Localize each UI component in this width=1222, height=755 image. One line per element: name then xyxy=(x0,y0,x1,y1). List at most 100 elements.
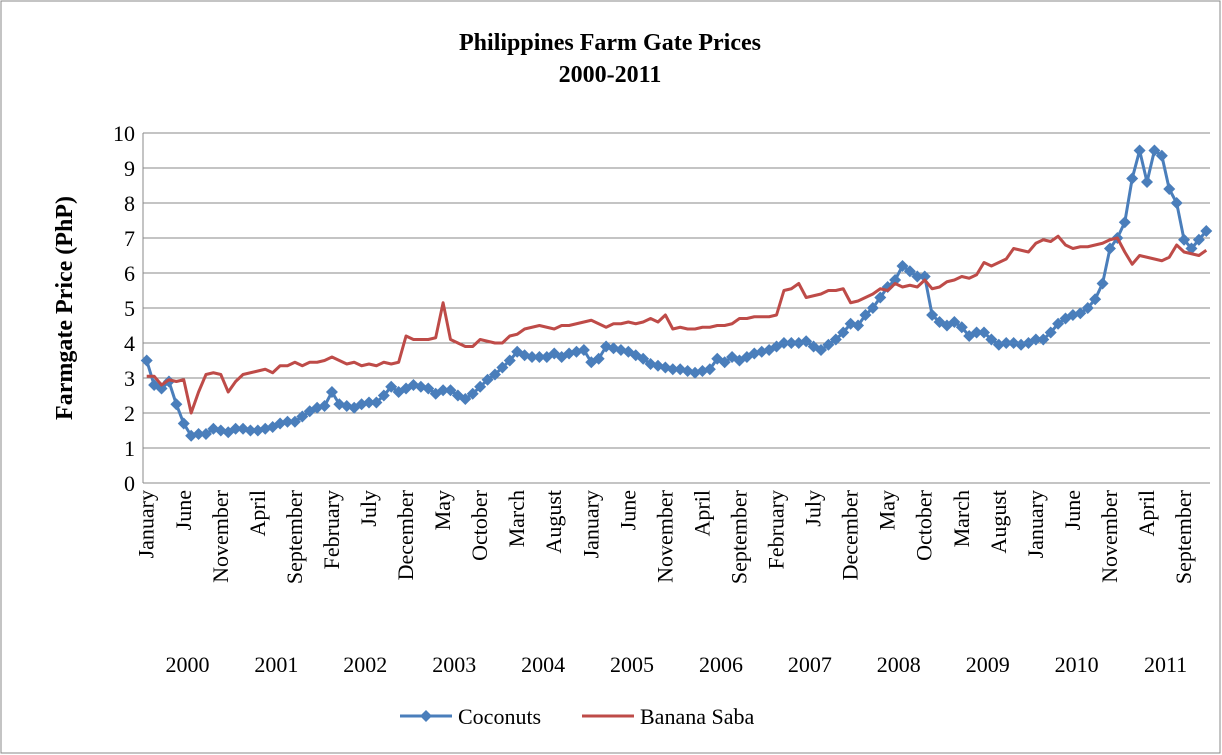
x-tick-label: September xyxy=(282,489,307,584)
point xyxy=(503,354,516,367)
y-axis-label: Farmgate Price (PhP) xyxy=(52,196,78,420)
x-group-label: 2009 xyxy=(966,652,1010,677)
point xyxy=(718,356,731,369)
point xyxy=(318,400,331,412)
point xyxy=(281,415,294,428)
point xyxy=(1089,293,1102,306)
x-tick-label: November xyxy=(1097,489,1122,583)
point xyxy=(1000,337,1013,349)
x-tick-label: October xyxy=(467,489,492,561)
point xyxy=(459,393,472,405)
chart-subtitle: 2000-2011 xyxy=(559,62,662,88)
chart-title: Philippines Farm Gate Prices xyxy=(459,30,761,56)
point xyxy=(777,337,790,349)
point xyxy=(703,363,716,376)
y-tick-label: 3 xyxy=(124,366,135,391)
point xyxy=(296,410,309,423)
x-group-label: 2004 xyxy=(521,652,565,677)
point xyxy=(496,361,509,374)
x-tick-label: January xyxy=(578,490,603,558)
point xyxy=(859,309,872,321)
point xyxy=(488,368,501,381)
point xyxy=(837,326,850,339)
point xyxy=(577,344,590,356)
point xyxy=(829,333,842,346)
x-group-label: 2008 xyxy=(877,652,921,677)
x-tick-label: December xyxy=(393,489,418,580)
x-tick-label: June xyxy=(171,490,196,530)
point xyxy=(1081,302,1094,314)
point xyxy=(229,422,242,435)
x-tick-label: September xyxy=(726,489,751,584)
point xyxy=(1163,183,1176,195)
x-group-label: 2005 xyxy=(610,652,654,677)
point xyxy=(1155,149,1168,162)
x-tick-label: November xyxy=(652,489,677,583)
point xyxy=(1133,144,1146,157)
point xyxy=(288,415,301,428)
point xyxy=(155,382,168,395)
point xyxy=(533,351,546,363)
x-tick-label: March xyxy=(504,490,529,547)
point xyxy=(1170,197,1183,209)
point xyxy=(889,274,902,286)
point xyxy=(918,270,931,283)
point xyxy=(1192,233,1205,246)
point xyxy=(370,396,383,409)
point xyxy=(526,351,539,363)
point xyxy=(1118,216,1131,229)
x-tick-label: April xyxy=(245,490,270,536)
x-tick-label: January xyxy=(1023,490,1048,558)
point xyxy=(1015,338,1028,351)
x-tick-label: January xyxy=(134,490,159,558)
point xyxy=(948,316,961,328)
point xyxy=(1074,307,1087,320)
point xyxy=(866,302,879,314)
y-tick-label: 8 xyxy=(124,191,135,216)
legend-marker xyxy=(420,710,432,722)
point xyxy=(1037,333,1050,346)
x-tick-label: August xyxy=(541,490,566,554)
x-group-label: 2007 xyxy=(788,652,832,677)
x-group-label: 2000 xyxy=(165,652,209,677)
point xyxy=(785,337,798,349)
point xyxy=(1126,172,1139,185)
y-tick-label: 5 xyxy=(124,296,135,321)
point xyxy=(1103,242,1116,255)
x-tick-label: May xyxy=(875,490,900,530)
point xyxy=(666,363,679,376)
point xyxy=(325,386,338,398)
point xyxy=(978,326,991,339)
point xyxy=(385,380,398,393)
point xyxy=(926,309,939,321)
x-group-label: 2010 xyxy=(1055,652,1099,677)
x-tick-label: December xyxy=(838,489,863,580)
y-tick-label: 0 xyxy=(124,471,135,496)
x-tick-label: July xyxy=(356,490,381,527)
point xyxy=(592,352,605,365)
x-tick-label: August xyxy=(986,490,1011,554)
point xyxy=(1200,225,1213,237)
x-tick-label: July xyxy=(801,490,826,527)
point xyxy=(437,384,450,397)
y-tick-label: 2 xyxy=(124,401,135,426)
x-tick-label: April xyxy=(1134,490,1159,536)
x-tick-label: June xyxy=(615,490,640,530)
point xyxy=(852,319,865,332)
x-tick-label: October xyxy=(912,489,937,561)
point xyxy=(177,417,190,430)
x-tick-label: June xyxy=(1060,490,1085,530)
point xyxy=(244,424,257,437)
x-group-label: 2001 xyxy=(254,652,298,677)
point xyxy=(1044,326,1057,339)
point xyxy=(985,333,998,346)
x-tick-label: September xyxy=(1171,489,1196,584)
point xyxy=(1148,144,1161,157)
point xyxy=(896,260,909,272)
point xyxy=(377,389,390,402)
point xyxy=(637,352,650,365)
point xyxy=(362,396,375,409)
point xyxy=(199,428,212,440)
point xyxy=(481,373,494,386)
